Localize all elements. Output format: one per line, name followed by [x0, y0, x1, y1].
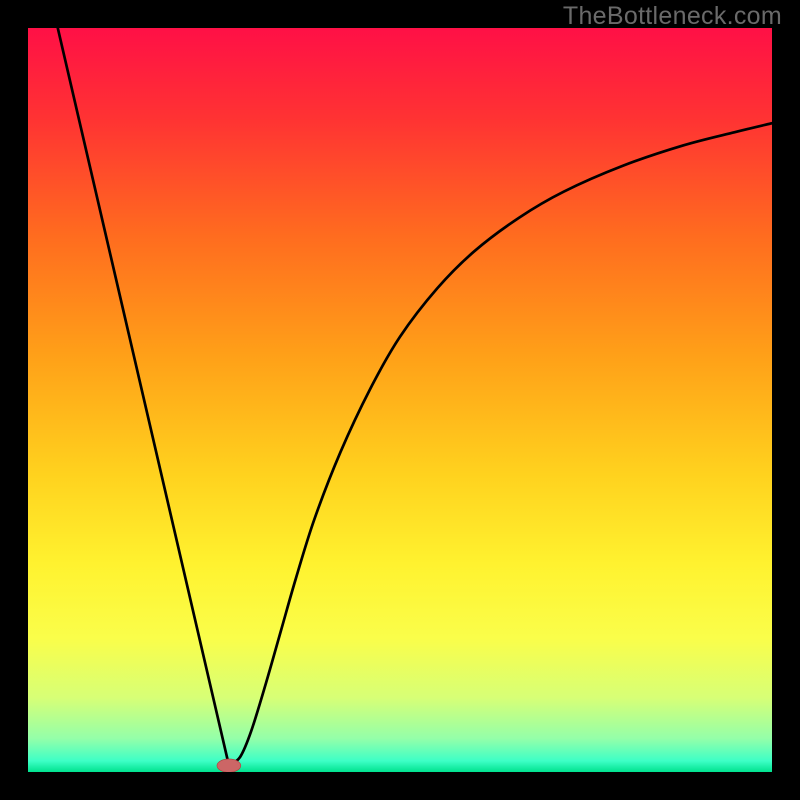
chart-background — [28, 28, 772, 772]
optimal-point-marker — [217, 759, 241, 772]
watermark-label: TheBottleneck.com — [563, 2, 782, 31]
plot-region — [28, 28, 772, 772]
chart-container: TheBottleneck.com — [0, 0, 800, 800]
plot-svg — [28, 28, 772, 772]
